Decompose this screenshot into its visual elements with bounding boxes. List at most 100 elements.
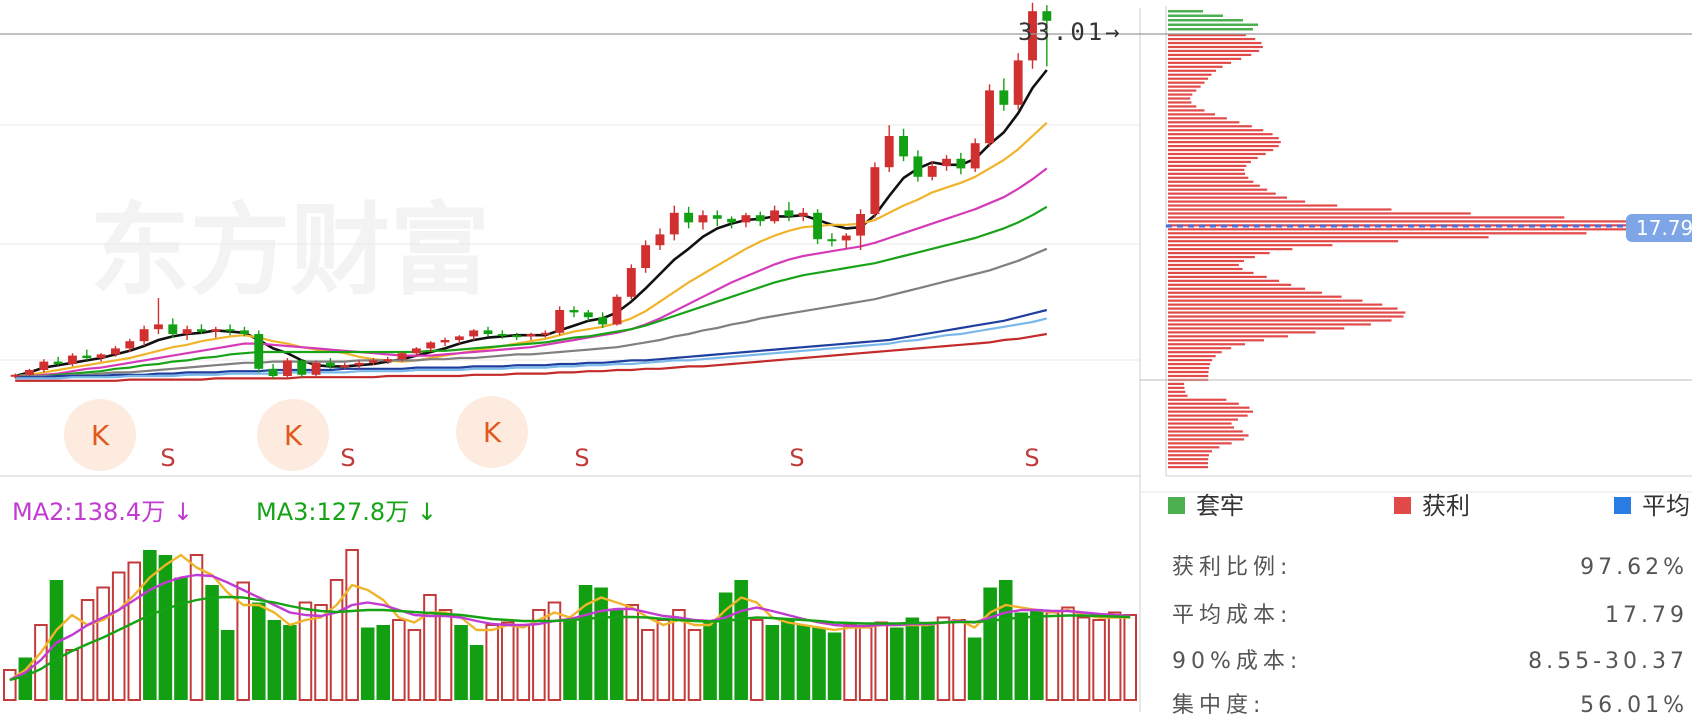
chip-bar-profit bbox=[1168, 85, 1201, 88]
volume-bar bbox=[890, 627, 904, 700]
candle bbox=[956, 152, 966, 175]
candle bbox=[125, 338, 135, 352]
candle bbox=[942, 155, 951, 171]
chip-stat-label: 90%成本: bbox=[1172, 649, 1302, 674]
volume-bar bbox=[3, 669, 17, 701]
candle-body bbox=[1028, 11, 1037, 61]
candle bbox=[712, 210, 722, 226]
candle bbox=[469, 329, 479, 340]
candle bbox=[626, 264, 636, 300]
volume-bar bbox=[687, 629, 702, 701]
candle bbox=[483, 326, 493, 337]
chip-legend-item: 套牢 bbox=[1168, 492, 1244, 520]
chip-bar-profit bbox=[1168, 355, 1216, 358]
volume-bar bbox=[283, 625, 297, 700]
chip-bar-profit bbox=[1168, 236, 1489, 239]
chip-bar-profit bbox=[1168, 275, 1267, 278]
chip-bar-profit bbox=[1168, 77, 1208, 80]
candle-body bbox=[583, 312, 593, 318]
chip-bar-profit bbox=[1168, 303, 1383, 306]
chip-bar-profit bbox=[1168, 402, 1239, 405]
volume-bar bbox=[874, 621, 889, 701]
candle bbox=[354, 360, 364, 369]
candle-body bbox=[196, 329, 206, 332]
chip-stats: 获利比例: 97.62% 平均成本: 17.79 90%成本: 8.55-30.37 集中度… bbox=[1172, 555, 1684, 718]
candle-body bbox=[125, 341, 135, 349]
volume-bar bbox=[454, 625, 468, 700]
chip-bar-profit bbox=[1168, 359, 1213, 362]
chip-bar-trapped bbox=[1168, 19, 1243, 22]
candle-body bbox=[340, 365, 350, 368]
chip-bar-profit bbox=[1168, 41, 1262, 45]
volume-bar bbox=[563, 620, 577, 700]
candle-body bbox=[1013, 60, 1023, 105]
volume-bar bbox=[220, 630, 235, 700]
volume-bar bbox=[34, 624, 48, 701]
chip-bar-profit bbox=[1168, 362, 1211, 366]
chip-bar-profit bbox=[1168, 442, 1232, 445]
candle bbox=[899, 128, 908, 162]
chip-bar-profit bbox=[1168, 176, 1249, 179]
chip-legend-label: 获利 bbox=[1422, 492, 1470, 520]
chip-bar-profit bbox=[1168, 366, 1210, 370]
volume-bar bbox=[625, 604, 640, 701]
volume-bar bbox=[1045, 611, 1060, 701]
chip-bar-profit bbox=[1168, 347, 1232, 350]
candle-body bbox=[383, 359, 393, 362]
candle bbox=[111, 346, 120, 357]
candle bbox=[82, 349, 92, 361]
chip-bar-profit bbox=[1168, 172, 1246, 175]
volume-bar bbox=[656, 619, 671, 701]
volume-bar bbox=[80, 599, 95, 701]
candle-body bbox=[53, 361, 63, 364]
chip-bar-profit bbox=[1168, 339, 1265, 342]
chip-legend-item: 获利 bbox=[1394, 492, 1470, 520]
volume-bar bbox=[765, 625, 780, 700]
chip-bar-profit bbox=[1168, 69, 1217, 72]
chip-bar-profit bbox=[1168, 248, 1293, 251]
volume-bar bbox=[827, 632, 842, 700]
candle bbox=[196, 324, 206, 334]
chip-bar-profit bbox=[1168, 156, 1258, 160]
candle-body bbox=[913, 156, 923, 177]
chip-bar-profit bbox=[1168, 438, 1245, 441]
chip-bar-profit bbox=[1168, 351, 1222, 354]
chip-bar-profit bbox=[1168, 160, 1251, 164]
candle-body bbox=[856, 214, 866, 236]
candle-body bbox=[569, 310, 579, 313]
volume-bar bbox=[485, 624, 499, 701]
chip-bar-profit bbox=[1168, 386, 1185, 389]
volume-bar bbox=[96, 586, 110, 701]
volume-bar bbox=[158, 555, 173, 700]
candle-body bbox=[82, 355, 92, 358]
volume-bar bbox=[236, 581, 250, 701]
chip-bar-profit bbox=[1168, 315, 1404, 318]
k-marker-label: K bbox=[284, 419, 303, 452]
chip-bar-profit bbox=[1168, 152, 1266, 156]
candle-body bbox=[999, 90, 1009, 105]
volume-bar bbox=[1107, 611, 1122, 701]
chip-bar-profit bbox=[1168, 255, 1255, 259]
candle-body bbox=[770, 210, 780, 222]
chip-legend-item: 平均 bbox=[1614, 492, 1690, 520]
chip-bar-profit bbox=[1168, 335, 1288, 338]
chart-overlays: 33.01→ 17.79 bbox=[0, 18, 1692, 381]
chip-bar-profit bbox=[1168, 184, 1260, 187]
candle-body bbox=[268, 368, 278, 376]
chip-bar-profit bbox=[1168, 216, 1565, 219]
candle bbox=[813, 209, 823, 244]
volume-bar bbox=[174, 577, 188, 700]
chip-bar-trapped bbox=[1168, 14, 1223, 17]
volume-bar bbox=[423, 594, 437, 701]
candle-body bbox=[755, 215, 765, 222]
candle bbox=[497, 330, 507, 339]
candle-body bbox=[526, 334, 536, 337]
candle bbox=[225, 324, 235, 336]
volume-bar bbox=[952, 619, 966, 701]
k-marker-label: K bbox=[483, 416, 502, 449]
chip-bar-profit bbox=[1168, 291, 1322, 294]
chip-bar-profit bbox=[1168, 168, 1245, 171]
chip-bar-profit bbox=[1168, 148, 1274, 152]
volume-bar bbox=[1030, 610, 1044, 700]
candle-body bbox=[239, 330, 249, 334]
